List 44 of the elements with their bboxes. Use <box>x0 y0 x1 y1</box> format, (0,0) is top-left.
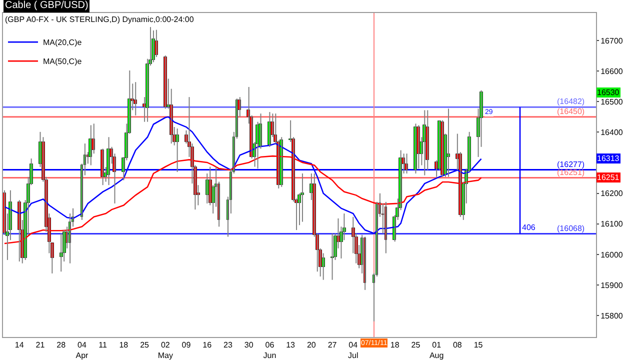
x-tick-label: 01 Aug <box>429 340 444 360</box>
x-tick-label: 15 <box>474 340 484 350</box>
ref-line-label: (16068) <box>557 224 585 233</box>
annotation: 16251 <box>597 173 620 182</box>
x-tick-label: 28 <box>56 340 66 350</box>
x-tick-label: 18 <box>119 340 129 350</box>
y-tick-label: 16700 <box>600 36 624 46</box>
x-tick-label: 18 <box>390 340 400 350</box>
x-tick-label: 04 Jul <box>348 340 358 360</box>
x-tick-label: 20 <box>306 340 316 350</box>
legend-label: MA(20,C)e <box>43 38 82 48</box>
x-tick-label: 11 <box>98 340 108 350</box>
x-tick-label: 02 May <box>158 340 173 360</box>
x-tick-label: 30 <box>244 340 254 350</box>
chart-title: Cable ( GBP/USD) <box>5 0 88 11</box>
x-tick-label: 06 Jun <box>263 340 276 360</box>
annotation: 16313 <box>597 154 620 163</box>
x-tick-label: 08 <box>452 340 462 350</box>
x-tick-label: 16 <box>202 340 212 350</box>
y-tick-label: 16500 <box>600 97 624 106</box>
x-tick-label: 25 <box>411 340 421 350</box>
x-tick-label: 23 <box>224 340 233 350</box>
x-tick-label: 04 Apr <box>76 340 89 360</box>
y-tick-label: 16000 <box>600 250 624 260</box>
y-tick-label: 16100 <box>600 220 624 229</box>
y-tick-label: 15900 <box>600 280 624 290</box>
legend-label: MA(50,C)e <box>43 57 82 66</box>
x-tick-label: 25 <box>140 340 150 350</box>
y-tick-label: 16600 <box>600 66 624 76</box>
x-tick-label: 13 <box>286 340 296 350</box>
x-tick-label: 09 <box>182 340 192 350</box>
x-tick-label: 21 <box>36 340 46 350</box>
x-tick-label: 27 <box>328 340 338 350</box>
y-tick-label: 16400 <box>600 128 624 138</box>
ref-line-label: (16450) <box>557 107 585 116</box>
ref-line-label: (16482) <box>557 97 585 106</box>
y-tick-label: 16200 <box>600 189 624 198</box>
annotation: 406 <box>522 223 536 232</box>
ref-line-label: (16277) <box>557 160 585 169</box>
annotation: 16530 <box>597 88 620 97</box>
chart-subtitle: (GBP A0-FX - UK STERLING,D) Dynamic,0:00-24:00 <box>5 15 194 24</box>
ref-line-label: (16251) <box>557 168 585 177</box>
x-tick-label: 14 <box>14 340 24 350</box>
y-tick-label: 15800 <box>600 311 624 320</box>
